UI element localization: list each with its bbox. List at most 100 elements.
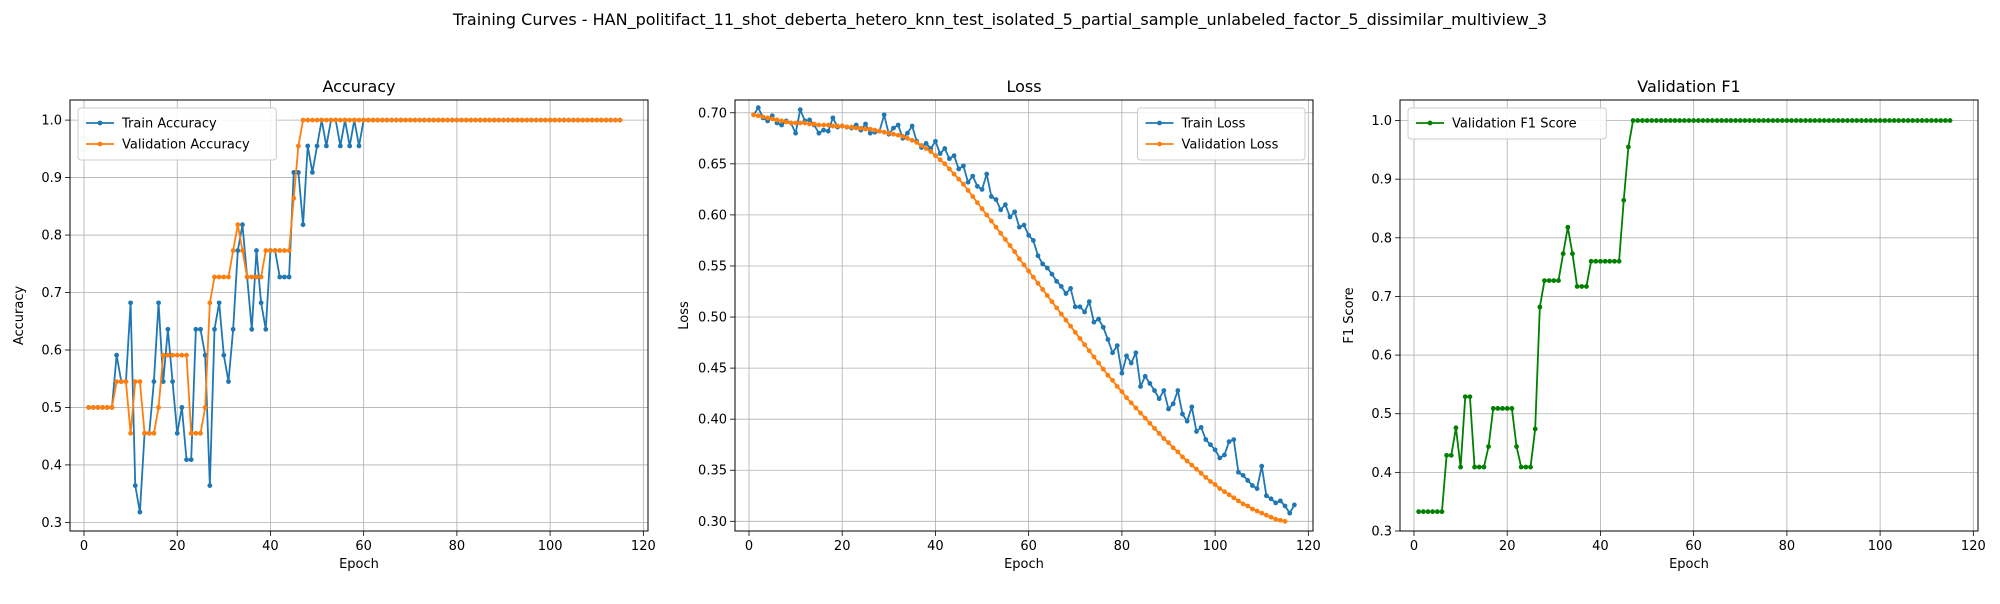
data-point bbox=[426, 117, 432, 123]
data-point bbox=[1518, 464, 1524, 470]
data-point bbox=[1212, 482, 1218, 487]
legend-box bbox=[1407, 107, 1607, 140]
data-point bbox=[1208, 442, 1213, 448]
data-point bbox=[305, 117, 311, 123]
legend-swatch-marker bbox=[1427, 120, 1433, 126]
data-point bbox=[431, 117, 436, 123]
data-point bbox=[1924, 118, 1930, 123]
data-point bbox=[1189, 462, 1195, 468]
legend: Train Loss Validation Loss bbox=[1137, 107, 1306, 161]
data-point bbox=[193, 326, 199, 332]
data-point bbox=[1086, 299, 1092, 305]
data-point bbox=[328, 117, 334, 123]
data-point bbox=[1691, 118, 1697, 123]
data-point bbox=[393, 117, 399, 123]
data-point bbox=[807, 121, 812, 127]
data-point bbox=[142, 430, 147, 436]
data-point bbox=[970, 173, 976, 179]
data-point bbox=[1072, 329, 1078, 335]
data-point bbox=[212, 326, 217, 332]
data-point bbox=[1194, 429, 1199, 434]
legend-swatch-marker bbox=[97, 141, 103, 147]
data-point bbox=[156, 405, 161, 410]
data-point bbox=[1896, 118, 1902, 123]
data-point bbox=[1448, 452, 1454, 458]
data-point bbox=[1035, 280, 1041, 286]
data-point bbox=[1425, 509, 1431, 515]
data-point bbox=[984, 212, 990, 218]
data-point bbox=[109, 405, 115, 410]
data-point bbox=[1277, 498, 1283, 504]
data-point bbox=[1868, 118, 1874, 123]
data-point bbox=[1114, 343, 1120, 349]
data-point bbox=[309, 117, 315, 123]
data-point bbox=[1026, 232, 1032, 238]
chart-title: Loss bbox=[1006, 77, 1041, 96]
data-point bbox=[1166, 440, 1171, 446]
data-point bbox=[933, 138, 938, 144]
data-point bbox=[788, 120, 794, 126]
x-tick-label: 100 bbox=[1203, 539, 1228, 554]
data-point bbox=[1416, 509, 1422, 515]
data-point bbox=[547, 117, 553, 123]
data-point bbox=[769, 116, 775, 122]
data-point bbox=[1138, 410, 1143, 416]
data-point bbox=[216, 274, 222, 280]
data-point bbox=[1882, 118, 1888, 123]
plot-area bbox=[1400, 100, 1978, 531]
data-point bbox=[1100, 366, 1106, 372]
data-point bbox=[877, 128, 882, 134]
y-tick-label: 0.6 bbox=[1371, 349, 1392, 364]
x-tick-label: 80 bbox=[1779, 539, 1796, 554]
data-point bbox=[1203, 474, 1209, 480]
data-point bbox=[1453, 425, 1459, 431]
y-tick-label: 1.0 bbox=[41, 114, 62, 129]
data-point bbox=[356, 117, 362, 123]
data-point bbox=[867, 130, 873, 136]
x-tick-label: 20 bbox=[1499, 539, 1516, 554]
data-point bbox=[323, 117, 329, 123]
y-tick-label: 0.5 bbox=[1371, 407, 1392, 422]
data-point bbox=[1254, 486, 1260, 492]
data-point bbox=[1040, 261, 1046, 267]
data-point bbox=[1458, 464, 1463, 470]
data-point bbox=[198, 430, 203, 436]
chart-panel-3: 0 20 40 60 80 100 120 0.3 0.4 0.5 0.6 0.7 0.8 0.9 1.0 V… bbox=[1342, 77, 1986, 572]
data-point bbox=[923, 141, 929, 146]
data-point bbox=[216, 300, 222, 306]
data-point bbox=[333, 117, 339, 123]
data-point bbox=[1133, 350, 1139, 356]
y-tick-label: 0.3 bbox=[41, 516, 62, 531]
data-point bbox=[412, 117, 418, 123]
y-tick-label: 0.70 bbox=[698, 106, 727, 121]
x-tick-label: 60 bbox=[1685, 539, 1702, 554]
data-point bbox=[370, 117, 376, 123]
data-point bbox=[132, 483, 138, 488]
data-point bbox=[979, 206, 985, 212]
data-point bbox=[825, 128, 831, 134]
data-point bbox=[580, 117, 586, 123]
data-point bbox=[1147, 420, 1153, 426]
data-point bbox=[1901, 118, 1906, 123]
data-point bbox=[1012, 249, 1018, 255]
data-point bbox=[1672, 118, 1678, 123]
data-point bbox=[1277, 517, 1283, 523]
data-point bbox=[928, 149, 934, 154]
data-point bbox=[933, 153, 938, 159]
data-point bbox=[993, 224, 999, 230]
data-point bbox=[137, 379, 143, 384]
data-point bbox=[830, 123, 836, 129]
data-point bbox=[240, 222, 245, 228]
x-tick-label: 0 bbox=[1410, 539, 1418, 554]
data-point bbox=[174, 352, 180, 358]
data-point bbox=[816, 130, 822, 136]
data-point bbox=[1430, 509, 1436, 515]
legend-swatch-marker bbox=[1157, 120, 1162, 126]
x-tick-label: 120 bbox=[1296, 539, 1321, 554]
data-point bbox=[1663, 118, 1669, 123]
data-point bbox=[1128, 400, 1134, 406]
data-point bbox=[501, 117, 506, 123]
data-point bbox=[1928, 118, 1934, 123]
data-point bbox=[379, 117, 385, 123]
data-point bbox=[347, 117, 353, 123]
